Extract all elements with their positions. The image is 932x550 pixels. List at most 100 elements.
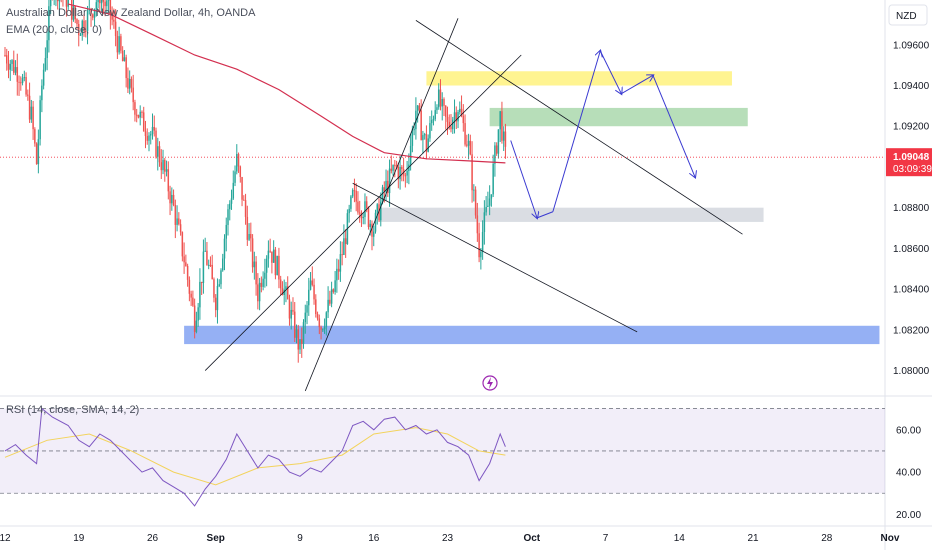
candle-body bbox=[311, 280, 314, 285]
candles bbox=[4, 0, 507, 363]
candle-body bbox=[192, 297, 194, 306]
candle-body bbox=[436, 107, 438, 111]
candle-body bbox=[471, 154, 473, 191]
channel-upper bbox=[304, 18, 459, 392]
candle-body bbox=[350, 196, 352, 209]
candle-body bbox=[315, 299, 317, 314]
candle-body bbox=[220, 270, 222, 285]
candle-body bbox=[35, 143, 38, 165]
candle-body bbox=[99, 0, 101, 4]
time-tick-label: 9 bbox=[297, 533, 303, 544]
candle-body bbox=[49, 0, 52, 7]
candle-body bbox=[286, 286, 289, 300]
projection-segment bbox=[621, 75, 653, 95]
candle-body bbox=[281, 288, 284, 296]
candle-body bbox=[274, 249, 277, 276]
candle-body bbox=[501, 111, 503, 141]
time-tick-label: 23 bbox=[442, 533, 454, 544]
candle-body bbox=[144, 131, 147, 137]
candle-body bbox=[399, 166, 401, 180]
candle-body bbox=[139, 111, 141, 118]
candle-body bbox=[439, 89, 442, 107]
candle-body bbox=[14, 67, 17, 73]
candle-body bbox=[429, 123, 431, 139]
candle-body bbox=[244, 200, 247, 217]
time-tick-label: 7 bbox=[603, 533, 609, 544]
candle-body bbox=[265, 258, 268, 273]
candle-body bbox=[487, 205, 489, 207]
time-tick-label: Nov bbox=[881, 533, 900, 544]
candle-body bbox=[497, 129, 500, 154]
candle-body bbox=[330, 289, 333, 304]
candle-body bbox=[223, 238, 226, 259]
candle-body bbox=[462, 115, 465, 124]
candle-body bbox=[290, 309, 292, 319]
candle-body bbox=[329, 299, 331, 304]
candle-body bbox=[309, 280, 312, 290]
candle-body bbox=[186, 265, 189, 280]
candle-body bbox=[13, 60, 15, 73]
candle-body bbox=[113, 19, 115, 22]
candle-body bbox=[250, 233, 252, 239]
candle-body bbox=[269, 250, 271, 252]
lightning-icon bbox=[482, 375, 498, 391]
candle-body bbox=[278, 255, 280, 280]
candle-body bbox=[488, 198, 491, 206]
candle-body bbox=[209, 264, 212, 266]
candle-body bbox=[478, 233, 480, 258]
symbol-title: Australian Dollar / New Zealand Dollar, … bbox=[6, 7, 256, 19]
candle-body bbox=[437, 89, 440, 108]
time-tick-label: Oct bbox=[523, 533, 540, 544]
candle-body bbox=[395, 165, 398, 167]
currency-label: NZD bbox=[896, 11, 917, 22]
candle-body bbox=[167, 169, 170, 192]
candle-body bbox=[241, 176, 243, 200]
candle-body bbox=[239, 166, 242, 177]
candle-body bbox=[264, 272, 266, 279]
candle-body bbox=[353, 190, 356, 192]
time-tick-label: 26 bbox=[147, 533, 159, 544]
candle-body bbox=[142, 112, 145, 132]
candle-body bbox=[4, 54, 6, 56]
candle-body bbox=[58, 0, 61, 2]
candle-body bbox=[123, 57, 126, 62]
time-tick-label: 16 bbox=[368, 533, 380, 544]
candle-body bbox=[93, 8, 96, 18]
candle-body bbox=[7, 63, 10, 70]
candle-body bbox=[373, 231, 375, 237]
candle-body bbox=[121, 50, 124, 62]
candle-body bbox=[230, 198, 233, 204]
candle-body bbox=[441, 99, 443, 107]
candle-body bbox=[285, 286, 287, 290]
candle-body bbox=[364, 201, 366, 217]
candle-body bbox=[236, 154, 238, 172]
candle-body bbox=[234, 171, 236, 183]
candle-body bbox=[427, 138, 429, 152]
candle-body bbox=[376, 204, 379, 213]
candle-body bbox=[246, 216, 249, 240]
candle-body bbox=[102, 0, 105, 2]
candle-body bbox=[258, 282, 261, 302]
candle-body bbox=[34, 129, 36, 144]
candle-body bbox=[469, 140, 472, 155]
candle-body bbox=[146, 136, 148, 141]
candle-body bbox=[374, 212, 377, 232]
rsi-line bbox=[4, 407, 506, 507]
candle-body bbox=[504, 131, 507, 147]
candle-body bbox=[70, 0, 73, 20]
candle-body bbox=[85, 30, 87, 32]
candle-body bbox=[214, 297, 217, 311]
candle-body bbox=[380, 201, 382, 221]
candle-body bbox=[178, 218, 180, 225]
candle-body bbox=[206, 250, 208, 265]
candle-body bbox=[371, 223, 373, 237]
candle-body bbox=[216, 285, 219, 311]
candle-body bbox=[299, 339, 301, 350]
candle-body bbox=[148, 135, 150, 141]
candle-body bbox=[388, 168, 391, 194]
candle-body bbox=[25, 77, 27, 95]
candle-body bbox=[135, 114, 138, 116]
candle-body bbox=[74, 6, 76, 20]
candle-body bbox=[46, 40, 48, 59]
